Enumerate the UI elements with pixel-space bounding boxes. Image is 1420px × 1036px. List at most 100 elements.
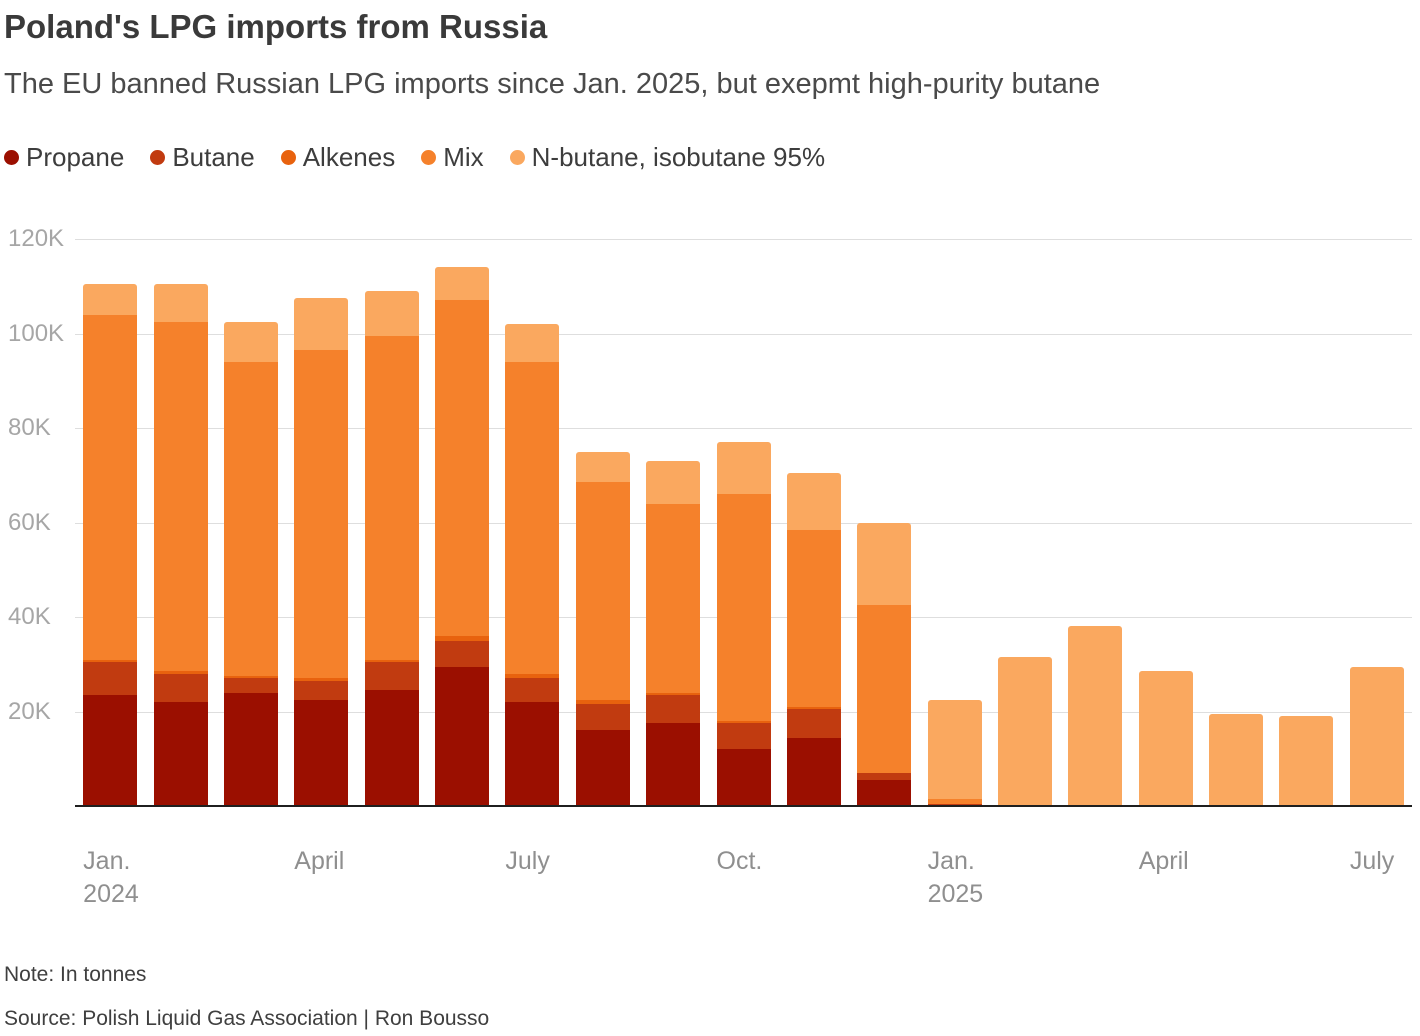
bar-segment-mix [575,482,630,700]
bar-segment-n-butane-isobutane-95 [435,267,490,301]
legend-item-butane: Butane [150,142,255,173]
bar-segment-propane [786,737,841,806]
bar-segment-alkenes [435,635,490,641]
legend-item-alkenes: Alkenes [280,142,396,173]
x-tick-year: 2024 [83,880,139,908]
x-tick-month: Jan. [927,847,975,875]
bar-segment-n-butane-isobutane-95 [575,451,630,483]
legend-item-mix: Mix [421,142,484,173]
bar-segment-butane [716,723,771,750]
bar-segment-propane [364,690,419,806]
legend-item-propane: Propane [4,142,124,173]
bar-segment-butane [575,704,630,731]
bar-segment-alkenes [716,720,771,724]
x-axis-tick-label: Jan. 2024 [83,845,139,911]
bar-segment-butane [83,661,138,695]
gridline [75,333,1412,335]
plot-area [75,239,1412,807]
x-axis-tick-label: April [1139,845,1189,878]
bar-may-2024 [364,239,419,806]
bar-segment-n-butane-isobutane-95 [646,461,701,504]
bar-segment-alkenes [786,706,841,710]
bar-segment-n-butane-isobutane-95 [364,291,419,336]
bar-segment-propane [575,730,630,806]
x-axis-tick-label: Oct. [717,845,763,878]
y-axis-tick-label: 100K [8,319,65,347]
legend-dot-icon [150,150,166,165]
bar-segment-n-butane-isobutane-95 [716,442,771,495]
x-tick-year: 2025 [927,880,984,908]
bar-segment-mix [786,529,841,707]
x-axis-tick-label: July [1350,845,1394,878]
bar-segment-alkenes [505,673,560,679]
legend-dot-icon [421,150,437,165]
legend-label: Propane [26,142,125,172]
y-axis-tick-label: 120K [8,225,65,252]
bar-march-2024 [223,239,278,806]
bar-segment-mix [505,361,560,674]
x-tick-month: July [505,847,550,875]
legend-dot-icon [280,150,296,165]
bar-segment-mix [223,361,278,677]
bar-segment-mix [646,503,701,693]
bar-july-2025 [1349,239,1404,806]
bar-oct-2024 [716,239,771,806]
legend-label: Alkenes [302,142,396,172]
bar-segment-n-butane-isobutane-95 [1068,626,1123,806]
bar-segment-butane [435,640,490,667]
bar-segment-mix [294,350,349,679]
bar-dec-2024 [857,239,912,806]
bar-segment-n-butane-isobutane-95 [1138,671,1193,806]
bar-segment-n-butane-isobutane-95 [505,324,560,362]
y-axis-tick-label: 60K [8,508,51,536]
legend-dot-icon [509,150,525,165]
bar-segment-propane [646,723,701,806]
bar-segment-alkenes [223,676,278,679]
x-tick-month: July [1349,847,1395,875]
bar-segment-butane [294,680,349,700]
bar-segment-propane [505,702,560,806]
bar-april-2024 [294,239,349,806]
bar-jan-2024 [83,239,138,806]
bar-segment-mix [435,300,490,636]
legend-label: Mix [443,142,484,172]
bar-segment-butane [223,678,278,693]
bar-july-2024 [505,239,560,806]
bar-segment-n-butane-isobutane-95 [997,657,1052,806]
y-axis-tick-label: 40K [8,603,51,630]
bar-segment-propane [294,699,349,806]
bar-segment-butane [927,803,982,806]
bar-segment-n-butane-isobutane-95 [1279,716,1334,806]
bar-segment-butane [857,772,912,781]
bar-segment-propane [83,694,138,806]
bar-segment-propane [223,692,278,806]
bar-segment-mix [83,314,138,660]
bar-segment-n-butane-isobutane-95 [786,472,841,530]
bar-segment-butane [786,709,841,738]
bar-segment-n-butane-isobutane-95 [223,321,278,362]
bar-feb-2024 [153,239,208,806]
x-axis-tick-label: April [294,845,344,878]
bar-segment-mix [153,321,208,672]
bar-segment-propane [435,666,490,806]
bar-segment-propane [857,780,912,806]
legend: Propane Butane Alkenes Mix N-butane, isobuta… [4,142,825,173]
bar-segment-butane [364,661,419,691]
chart-title: Poland's LPG imports from Russia [4,8,548,45]
gridline [75,239,1412,240]
legend-item-n-butane-isobutane-95: N-butane, isobutane 95% [509,142,825,173]
bar-may-2025 [1209,239,1264,806]
x-tick-month: April [1138,847,1189,875]
x-tick-month: April [294,847,345,875]
bar-segment-n-butane-isobutane-95 [1209,713,1264,806]
bar-segment-alkenes [364,659,419,662]
legend-label: Butane [172,142,255,172]
bar-segment-mix [927,798,982,804]
y-axis-tick-label: 20K [8,697,51,725]
bar-segment-propane [153,702,208,806]
bar-march-2025 [1068,239,1123,806]
bar-aug-2024 [575,239,630,806]
bar-sept-2024 [646,239,701,806]
x-axis-tick-label: Jan. 2025 [928,845,984,911]
